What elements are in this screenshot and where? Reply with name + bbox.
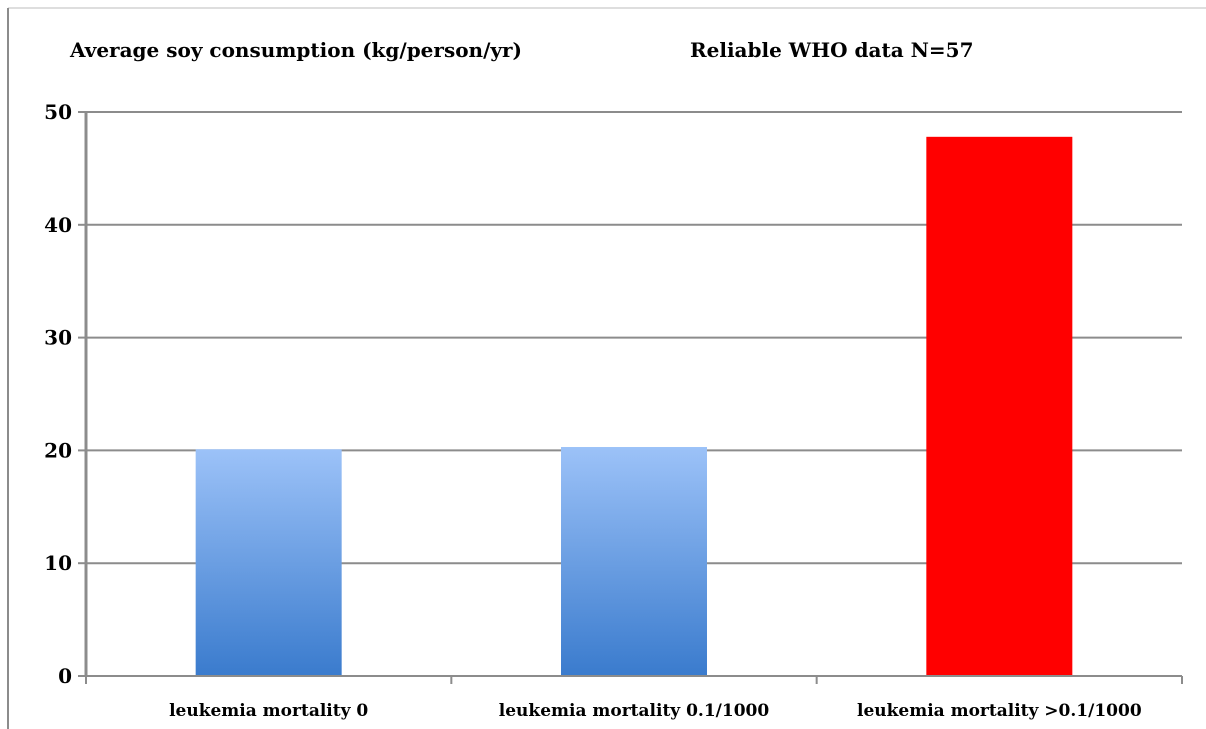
x-axis-labels: leukemia mortality 0 leukemia mortality 0… [169, 701, 1142, 721]
y-tick-label-20: 20 [44, 438, 72, 462]
y-tick-label-30: 30 [44, 326, 72, 350]
y-tick-label-10: 10 [44, 551, 72, 575]
x-category-label-1: leukemia mortality 0 [169, 701, 368, 721]
x-category-label-2: leukemia mortality 0.1/1000 [499, 701, 770, 721]
x-category-label-3: leukemia mortality >0.1/1000 [857, 701, 1142, 721]
bar-1 [195, 449, 342, 676]
bar-3 [926, 136, 1073, 677]
y-axis-ticks: 0 10 20 30 40 50 [44, 100, 86, 688]
y-tick-label-50: 50 [44, 100, 72, 124]
chart-subtitle: Reliable WHO data N=57 [690, 38, 974, 62]
bar-2 [561, 447, 707, 676]
y-tick-label-0: 0 [58, 664, 72, 688]
x-axis-ticks [85, 676, 1183, 684]
chart-title: Average soy consumption (kg/person/yr) [69, 38, 522, 62]
y-tick-label-40: 40 [44, 213, 72, 237]
bars [195, 136, 1073, 677]
